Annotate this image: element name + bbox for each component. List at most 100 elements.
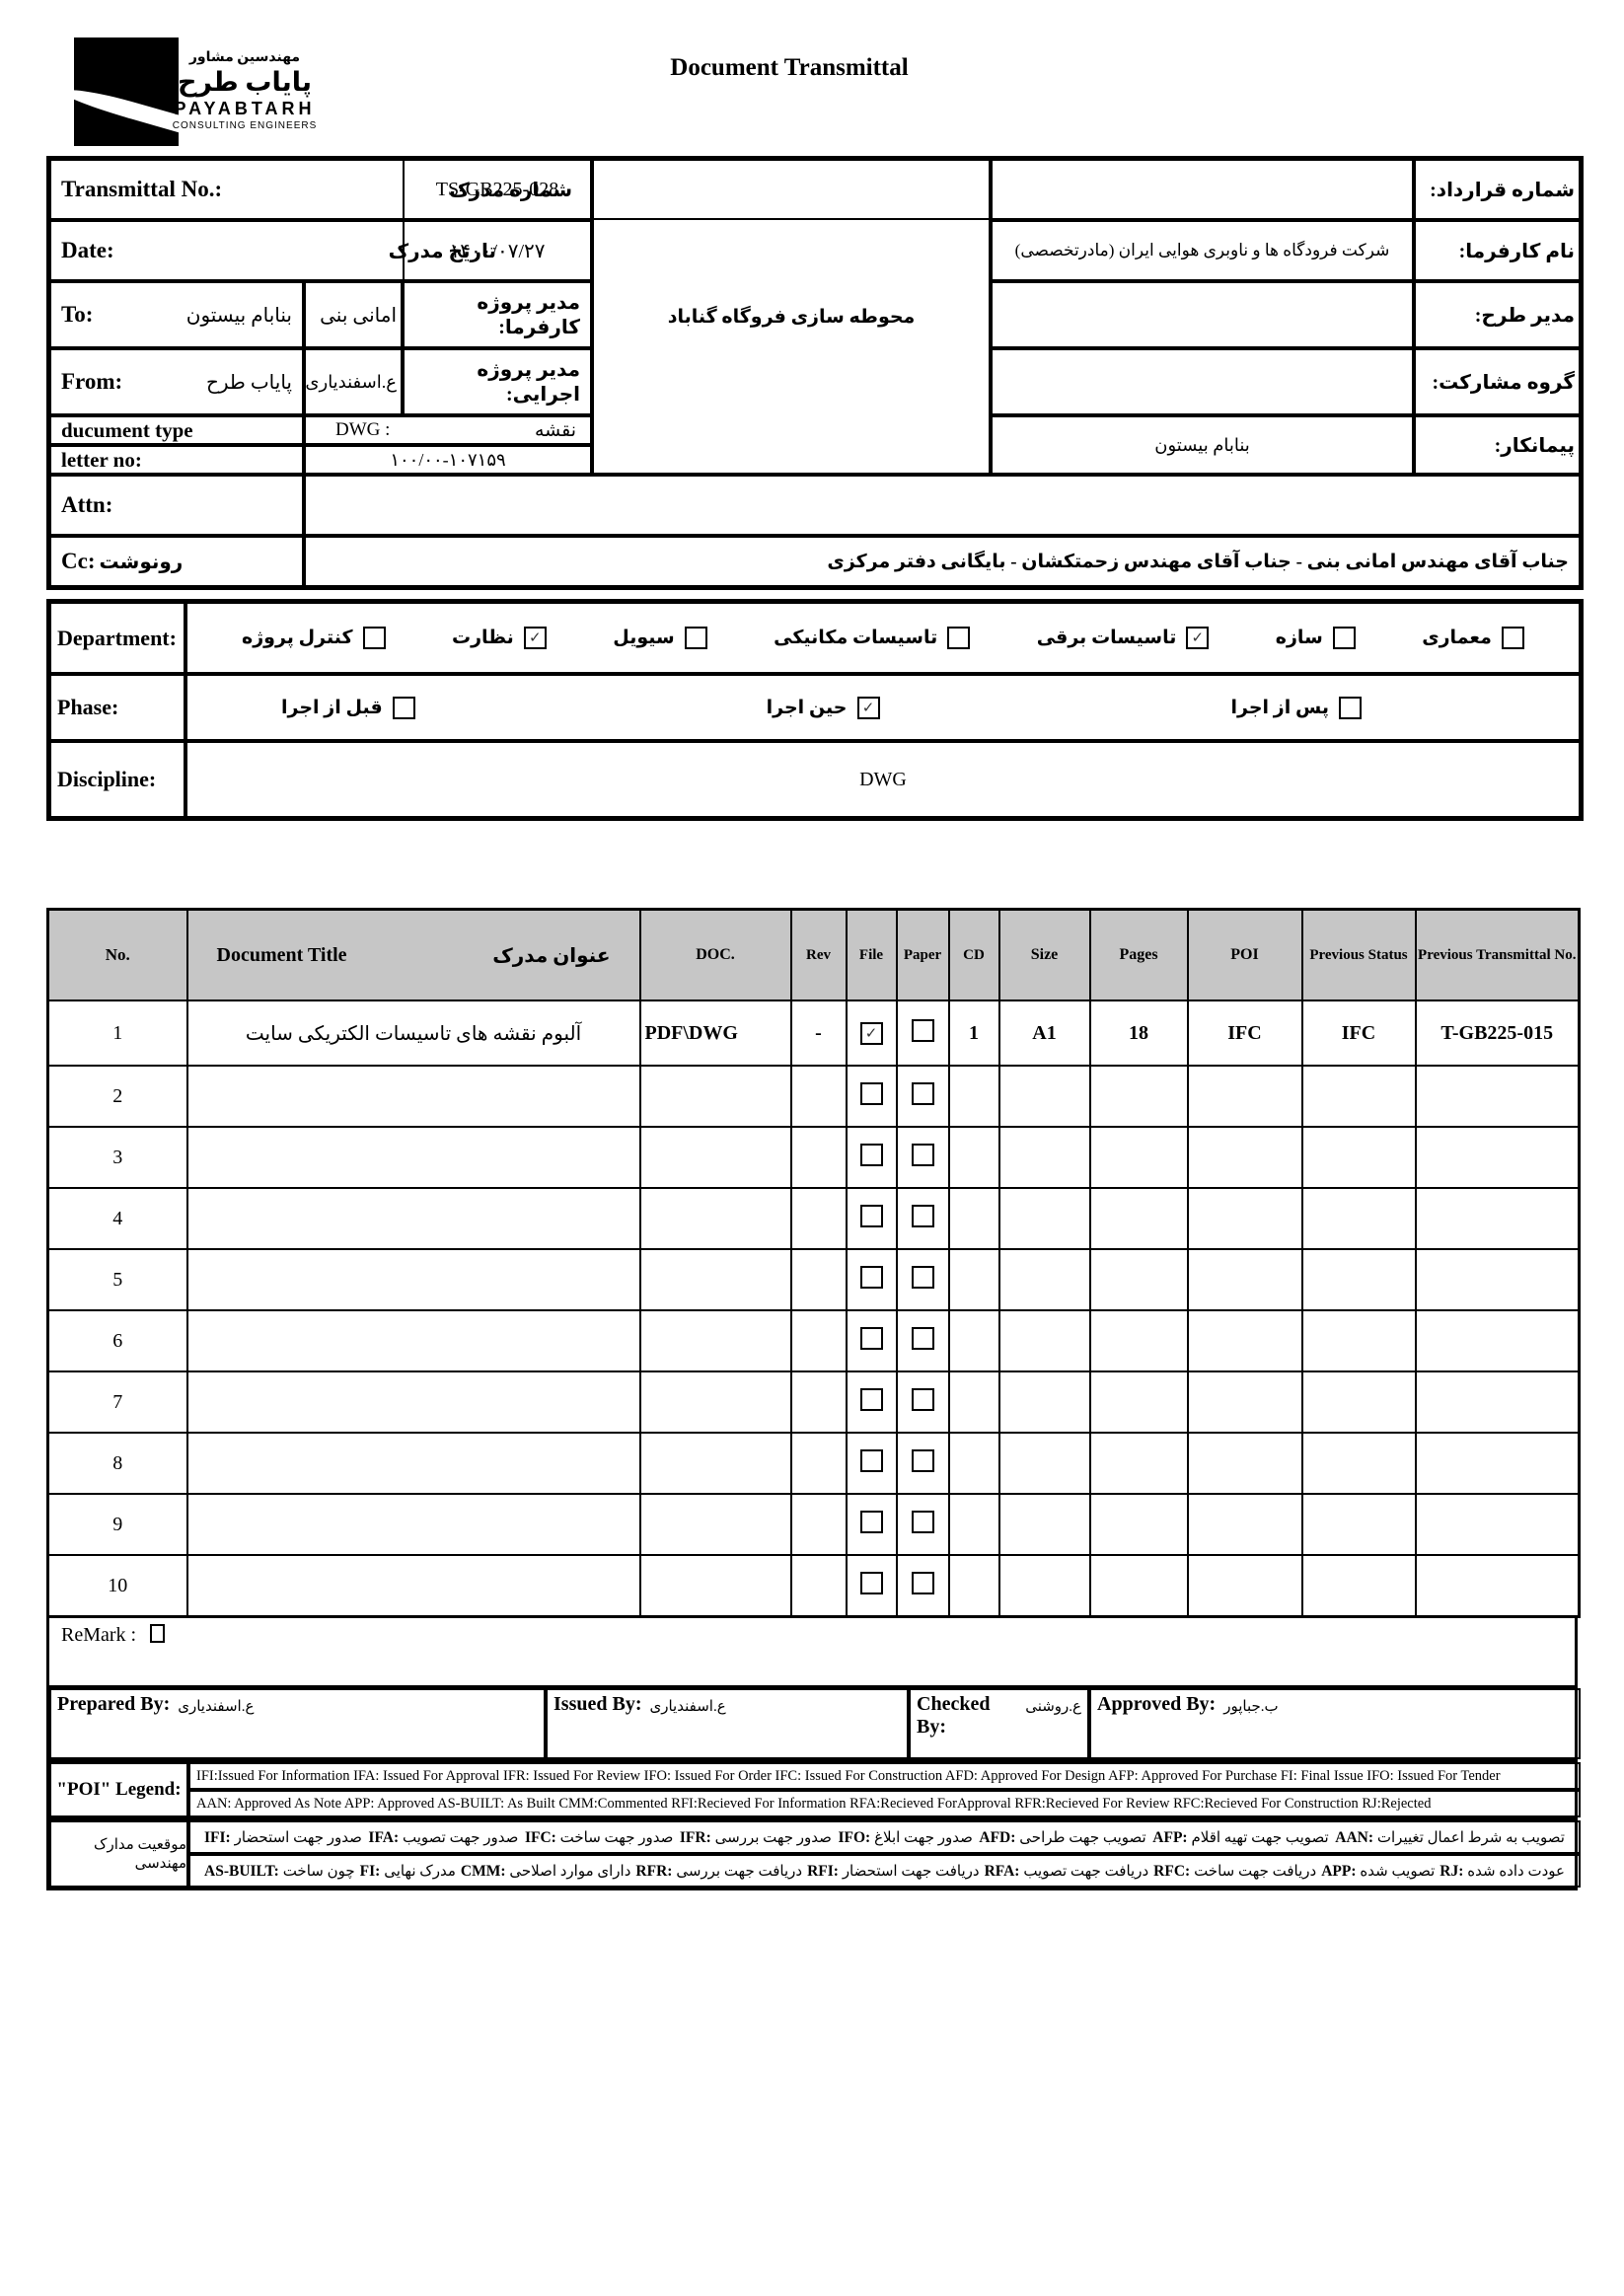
- transmittal-no-value[interactable]: TS-GB225-028: [403, 159, 592, 220]
- approved-by-cell: Approved By: ب.جباپور: [1089, 1688, 1581, 1759]
- fa-legend-item: RFC: دریافت جهت ساخت: [1153, 1862, 1316, 1881]
- from-company[interactable]: پایاب طرح: [205, 371, 292, 394]
- approved-by-name: ب.جباپور: [1223, 1699, 1279, 1715]
- cell-doc: [638, 1432, 792, 1495]
- cell-poi: IFC: [1186, 1000, 1303, 1067]
- document-list-table: No. Document Title عنوان مدرک DOC. Rev F…: [46, 908, 1581, 1618]
- design-manager-value[interactable]: [991, 281, 1414, 348]
- cell-title: [185, 1309, 641, 1372]
- col-pages: Pages: [1088, 908, 1189, 1001]
- cell-file: [845, 1126, 898, 1189]
- cell-prev-status: [1300, 1554, 1417, 1618]
- attn-value[interactable]: [304, 475, 1581, 536]
- cell-doc: [638, 1187, 792, 1250]
- document-list-section: No. Document Title عنوان مدرک DOC. Rev F…: [46, 908, 1581, 1890]
- date-value[interactable]: ۱۴۰۰/۰۷/۲۷: [403, 220, 592, 281]
- cc-value[interactable]: جناب آقای مهندس امانی بنی - جناب آقای مه…: [304, 536, 1581, 587]
- checkbox[interactable]: ✓: [859, 1022, 883, 1045]
- transmittal-no-label-en: Transmittal No.:: [61, 177, 223, 201]
- cell-prev-transmittal: [1414, 1370, 1581, 1434]
- checkbox[interactable]: [1501, 627, 1524, 649]
- fa-legend-abbr: IFR:: [679, 1828, 715, 1846]
- checkbox[interactable]: [911, 1510, 934, 1533]
- checkbox[interactable]: [362, 627, 386, 649]
- to-person[interactable]: امانی بنی: [304, 281, 403, 348]
- discipline-value[interactable]: DWG: [185, 741, 1581, 818]
- checkbox[interactable]: [859, 1081, 883, 1105]
- cell-prev-status: [1300, 1309, 1417, 1372]
- checkbox[interactable]: [1338, 696, 1362, 719]
- phase-option: قبل از اجرا: [281, 696, 415, 719]
- checkbox[interactable]: [911, 1448, 934, 1472]
- fa-legend-abbr: RFA:: [984, 1862, 1024, 1880]
- cell-poi: [1186, 1065, 1303, 1128]
- poi-legend-line1: IFI:Issued For Information IFA: Issued F…: [188, 1762, 1581, 1790]
- document-type-value-cell[interactable]: DWG : نقشه: [304, 415, 592, 445]
- contractor-value[interactable]: بنابام بیستون: [991, 415, 1414, 475]
- contract-no-value[interactable]: [991, 159, 1414, 220]
- checkbox[interactable]: [911, 1018, 934, 1042]
- checkbox[interactable]: [911, 1326, 934, 1350]
- letter-no-value[interactable]: ۱۰۰/۰۰-۱۰۷۱۵۹: [304, 445, 592, 475]
- cell-file: [845, 1554, 898, 1618]
- approved-by-label: Approved By:: [1097, 1693, 1217, 1715]
- checkbox[interactable]: [911, 1081, 934, 1105]
- client-value[interactable]: شرکت فرودگاه ها و ناوبری هوایی ایران (ما…: [991, 220, 1414, 281]
- checkbox[interactable]: [911, 1571, 934, 1594]
- table-row: 10: [46, 1554, 1581, 1618]
- fa-legend-item: AAN: تصویب به شرط اعمال تغییرات: [1335, 1828, 1565, 1847]
- fa-legend-item: RFR: دریافت جهت بررسی: [635, 1862, 802, 1881]
- discipline-label: Discipline:: [49, 741, 185, 818]
- table-row: 2: [46, 1065, 1581, 1128]
- col-poi: POI: [1186, 908, 1303, 1001]
- checkbox[interactable]: ✓: [856, 696, 880, 719]
- checkbox[interactable]: [859, 1265, 883, 1289]
- cell-file: [845, 1432, 898, 1495]
- checkbox[interactable]: [911, 1204, 934, 1227]
- fa-legend-item: AFD: تصویب جهت طراحی: [979, 1828, 1145, 1847]
- checkbox[interactable]: [859, 1143, 883, 1166]
- to-company[interactable]: بنابام بیستون: [185, 304, 292, 327]
- cell-no: 5: [46, 1248, 188, 1311]
- cell-file: [845, 1248, 898, 1311]
- department-option-label: کنترل پروژه: [242, 628, 353, 648]
- checkbox[interactable]: [859, 1204, 883, 1227]
- checkbox[interactable]: [947, 627, 971, 649]
- jv-group-value[interactable]: [991, 348, 1414, 415]
- checkbox[interactable]: [859, 1510, 883, 1533]
- from-person[interactable]: ع.اسفندیاری: [304, 348, 403, 415]
- poi-legend-section: "POI" Legend: IFI:Issued For Information…: [46, 1759, 1581, 1820]
- department-option-label: نظارت: [451, 628, 514, 648]
- fa-legend-section: موقعیت مدارک مهندسی IFI: صدور جهت استحضا…: [46, 1817, 1581, 1890]
- checkbox[interactable]: [859, 1387, 883, 1411]
- checked-by-name: ع.روشنی: [1025, 1699, 1081, 1715]
- from-label: From:: [61, 369, 123, 394]
- checkbox[interactable]: [392, 696, 415, 719]
- fa-legend-text: دارای موارد اصلاحی: [509, 1863, 631, 1880]
- date-label-fa: تاریخ مدرک: [388, 240, 496, 262]
- cell-pages: [1088, 1554, 1189, 1618]
- cell-size: [997, 1309, 1091, 1372]
- checkbox[interactable]: [859, 1571, 883, 1594]
- poi-legend-line2: AAN: Approved As Note APP: Approved AS-B…: [188, 1790, 1581, 1817]
- cell-prev-status: IFC: [1300, 1000, 1417, 1067]
- cell-rev: [789, 1126, 848, 1189]
- to-cell: To: بنابام بیستون: [49, 281, 304, 348]
- cell-rev: [789, 1309, 848, 1372]
- remark-section[interactable]: ReMark :: [46, 1615, 1578, 1688]
- letter-no-label: letter no:: [61, 447, 142, 472]
- checkbox[interactable]: [859, 1326, 883, 1350]
- checkbox[interactable]: [1332, 627, 1356, 649]
- checkbox[interactable]: [859, 1448, 883, 1472]
- letter-no-label-cell: letter no:: [49, 445, 304, 475]
- checkbox[interactable]: [911, 1265, 934, 1289]
- checkbox[interactable]: [911, 1143, 934, 1166]
- checkbox[interactable]: [684, 627, 707, 649]
- checkbox[interactable]: ✓: [523, 627, 547, 649]
- from-cell: From: پایاب طرح: [49, 348, 304, 415]
- checkbox[interactable]: ✓: [1186, 627, 1210, 649]
- cc-label-cell: Cc: رونوشت: [49, 536, 304, 587]
- cell-prev-transmittal: [1414, 1065, 1581, 1128]
- checkbox[interactable]: [911, 1387, 934, 1411]
